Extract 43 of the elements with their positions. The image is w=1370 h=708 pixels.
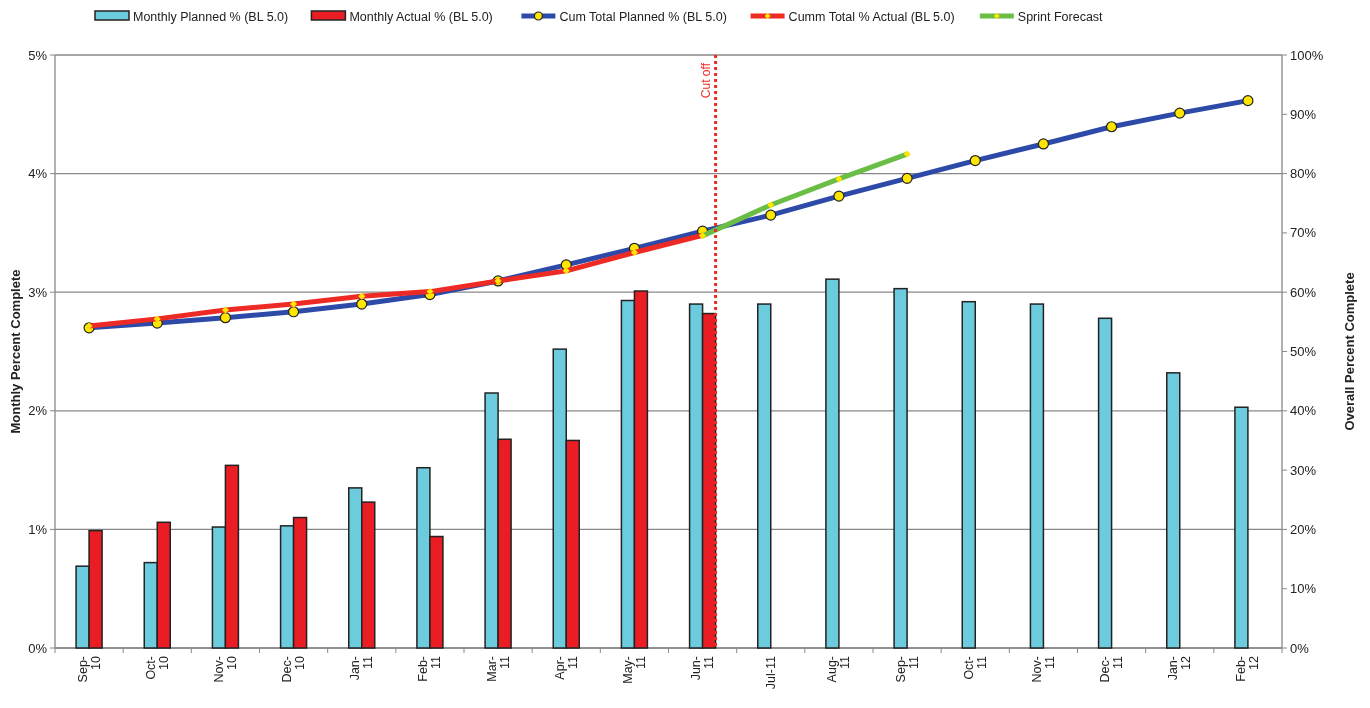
y2-axis-title: Overall Percent Complete	[1342, 272, 1357, 431]
x-tick-label: Jan- 11	[348, 655, 376, 681]
x-tick-label: Nov- 11	[1029, 655, 1057, 683]
x-tick-label: Feb- 11	[416, 655, 444, 682]
y-axis-title: Monthly Percent Complete	[8, 269, 23, 434]
legend-label: Monthly Planned % (BL 5.0)	[133, 9, 289, 24]
x-tick-label: Oct- 10	[143, 655, 171, 680]
y-tick-label: 4%	[28, 166, 48, 182]
x-tick-label: Oct- 11	[961, 655, 989, 680]
y2-tick-label: 30%	[1290, 462, 1317, 478]
x-tick-label: Jul-11	[763, 655, 778, 690]
y2-tick-label: 10%	[1290, 581, 1317, 597]
legend-label: Cumm Total % Actual (BL 5.0)	[788, 9, 955, 24]
x-tick-label: Dec- 10	[280, 655, 308, 683]
y2-tick-label: 60%	[1290, 284, 1317, 300]
x-tick-label: Feb- 12	[1234, 655, 1262, 682]
x-tick-label: Nov- 10	[211, 655, 239, 683]
y-tick-label: 1%	[28, 521, 48, 537]
x-tick-label: May- 11	[620, 655, 648, 684]
y-tick-label: 3%	[28, 284, 48, 300]
x-tick-label: Sep- 11	[893, 655, 921, 683]
x-tick-label: Aug- 11	[825, 655, 853, 683]
y2-tick-label: 0%	[1290, 640, 1310, 656]
x-tick-label: Jan- 12	[1166, 655, 1194, 681]
x-tick-label: Apr- 11	[552, 655, 580, 680]
y-tick-label: 2%	[28, 403, 48, 419]
x-tick-label: Mar- 11	[484, 655, 512, 682]
y2-tick-label: 20%	[1290, 521, 1317, 537]
y2-tick-label: 90%	[1290, 106, 1317, 122]
y-tick-label: 5%	[28, 47, 48, 63]
x-tick-label: Sep- 10	[75, 655, 103, 683]
x-tick-label: Dec- 11	[1098, 655, 1126, 683]
y2-tick-label: 80%	[1290, 166, 1317, 182]
legend-label: Cum Total Planned % (BL 5.0)	[559, 9, 727, 24]
y2-tick-label: 50%	[1290, 344, 1317, 359]
legend-label: Sprint Forecast	[1017, 9, 1104, 24]
y2-tick-label: 100%	[1290, 47, 1324, 63]
legend-label: Monthly Actual % (BL 5.0)	[349, 9, 493, 24]
x-tick-label: Jun- 11	[689, 655, 717, 681]
y-tick-label: 0%	[28, 640, 48, 656]
ref-line-label: Cut off	[698, 62, 713, 99]
y2-tick-label: 70%	[1290, 225, 1317, 241]
y2-tick-label: 40%	[1290, 403, 1317, 419]
